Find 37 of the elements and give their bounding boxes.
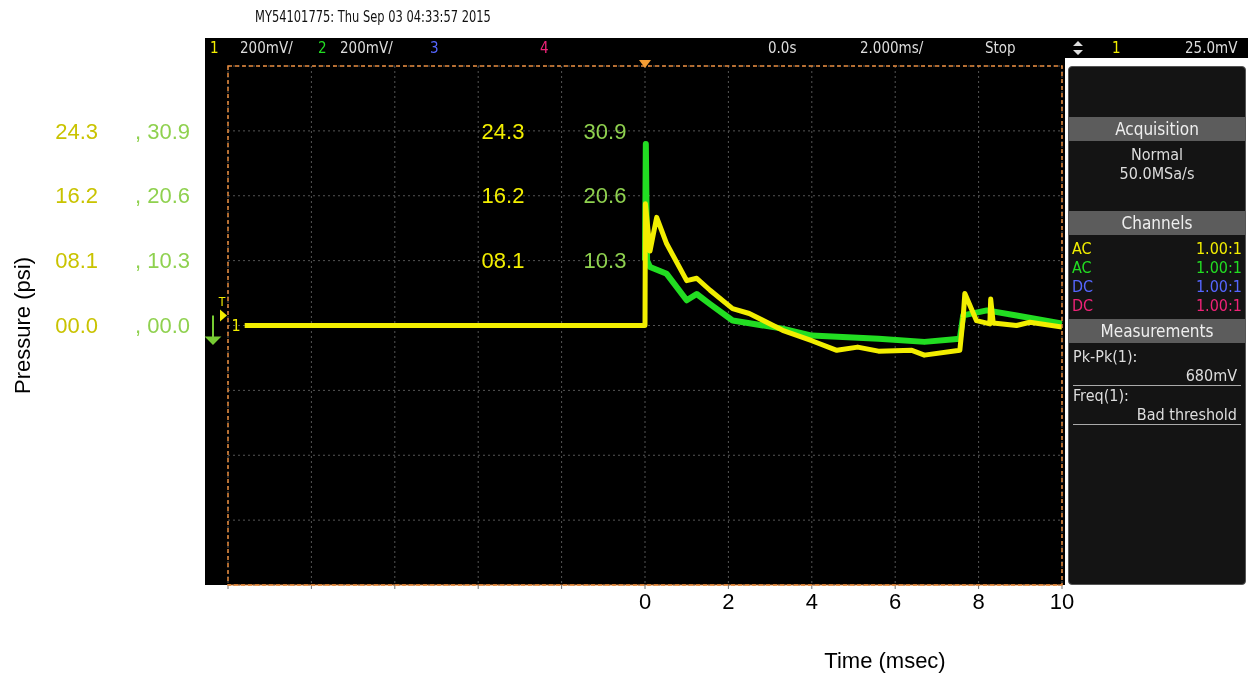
x-tick-label: 8 [972, 589, 985, 614]
annotation: 10.3 [583, 248, 627, 274]
y2-tick-label: , 30.9 [134, 118, 190, 144]
x-tick-label: 2 [722, 589, 735, 614]
text: 200mV/ [340, 38, 393, 58]
text: MY54101775: Thu Sep 03 04:33:57 2015 [255, 8, 491, 26]
x-tick-label: 10 [1049, 589, 1075, 614]
text: 4 [540, 38, 549, 58]
x-tick-label: 6 [889, 589, 902, 614]
text: 25.0mV [1185, 38, 1238, 58]
annotation: 1 [231, 316, 241, 336]
text: 3 [430, 38, 439, 58]
text: 0.0s [768, 38, 797, 58]
text: 2 [318, 38, 327, 58]
annotation: 20.6 [583, 183, 627, 209]
annotation: 16.2 [481, 183, 525, 209]
y-tick-label: 16.2 [55, 183, 98, 209]
y-tick-label: 24.3 [55, 118, 98, 144]
y2-tick-label: , 10.3 [134, 248, 190, 274]
annotation: 08.1 [481, 248, 525, 274]
text: 2.000ms/ [860, 38, 924, 58]
text: Stop [985, 38, 1016, 58]
y-tick-label: 08.1 [55, 248, 98, 274]
x-axis-title: Time (msec) [824, 648, 946, 673]
annotation: 30.9 [583, 118, 627, 144]
text: 200mV/ [240, 38, 293, 58]
annotation: 24.3 [481, 118, 525, 144]
side-panel: Acquisition Normal 50.0MSa/s Channels AC 1.00:1 AC 1.00:1 DC 1.00:1 DC 1.00:1 Measurements Pk-Pk(1): 680mV Freq(1): Bad threshold [1068, 66, 1246, 585]
y2-tick-label: , 20.6 [134, 183, 190, 209]
y-axis-title: Pressure (psi) [9, 257, 35, 394]
y-tick-label: 00.0 [55, 313, 98, 339]
text: T [217, 294, 226, 309]
x-tick-label: 0 [638, 589, 652, 614]
text: 1 [210, 38, 219, 58]
text: 1 [1112, 38, 1121, 58]
y2-tick-label: , 00.0 [134, 313, 190, 339]
x-tick-label: 4 [805, 589, 818, 614]
